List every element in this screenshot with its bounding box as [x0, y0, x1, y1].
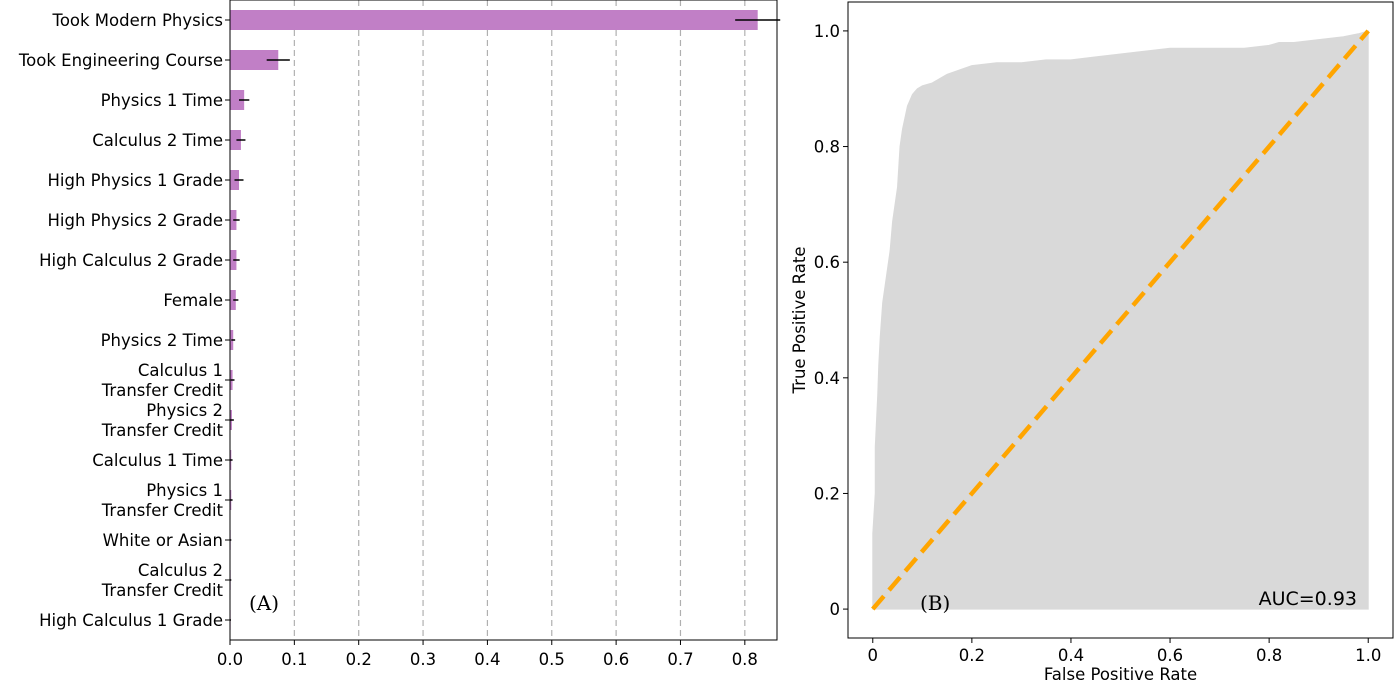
b-x-tick-label: 0.6 [1157, 646, 1183, 665]
b-y-tick-label: 1.0 [814, 22, 840, 41]
b-axes-frame [847, 1, 1394, 639]
a-x-tick-label: 0.0 [217, 650, 243, 669]
feature-importance-panel: Took Modern Physics Took Engineering Cour… [18, 0, 781, 669]
a-bars [230, 10, 758, 630]
chance-diagonal [871, 29, 1370, 611]
b-x-tick-label: 0.2 [959, 646, 985, 665]
a-x-tick-label: 0.6 [603, 650, 629, 669]
a-gridlines [293, 0, 746, 640]
a-category-label: High Physics 2 Grade [48, 211, 223, 230]
a-category-label: Physics 1 Time [101, 91, 223, 110]
a-category-label: High Calculus 1 Grade [39, 611, 223, 630]
a-category-label: Physics 2 Time [101, 331, 223, 350]
a-x-tick-label: 0.1 [281, 650, 307, 669]
auc-annotation: AUC=0.93 [1259, 588, 1357, 610]
b-x-tick-label: 0 [868, 646, 879, 665]
b-x-tick-label: 0.4 [1058, 646, 1084, 665]
b-x-ticks: 0 0.2 0.4 0.6 0.8 1.0 [868, 638, 1381, 665]
b-y-tick-label: 0 [830, 600, 841, 619]
b-x-tick-label: 0.8 [1256, 646, 1282, 665]
a-category-labels: Took Modern Physics Took Engineering Cour… [18, 11, 230, 630]
a-category-label: High Calculus 2 Grade [39, 251, 223, 270]
a-x-tick-label: 0.3 [410, 650, 436, 669]
panel-b-label: (B) [920, 591, 950, 615]
panel-a-label: (A) [249, 591, 279, 615]
a-category-label: Took Modern Physics [52, 11, 223, 30]
a-x-tick-label: 0.8 [732, 650, 758, 669]
a-category-label: White or Asian [103, 531, 223, 550]
a-category-label: Female [163, 291, 223, 310]
a-category-label: Calculus 2 Transfer Credit [101, 561, 224, 600]
a-category-label: Took Engineering Course [18, 51, 223, 70]
a-category-label: Physics 1 Transfer Credit [101, 481, 224, 520]
b-y-tick-label: 0.8 [814, 138, 840, 157]
a-category-label: Calculus 2 Time [92, 131, 223, 150]
b-y-tick-label: 0.6 [814, 253, 840, 272]
b-y-ticks: 0 0.2 0.4 0.6 0.8 1.0 [814, 22, 848, 619]
a-x-ticks: 0.0 0.1 0.2 0.3 0.4 0.5 0.6 0.7 0.8 [217, 640, 758, 669]
a-error-bars [230, 19, 781, 621]
a-category-label: Calculus 1 Transfer Credit [101, 361, 224, 400]
roc-panel: 0 0.2 0.4 0.6 0.8 1.0 0 0.2 0.4 0.6 0.8 1.0 (B) AU… [790, 1, 1394, 682]
x-axis-title: False Positive Rate [1044, 665, 1197, 682]
a-bar [230, 50, 279, 70]
a-bar [230, 290, 236, 310]
a-axes-frame [229, 0, 778, 641]
a-x-tick-label: 0.4 [474, 650, 500, 669]
a-category-label: Calculus 1 Time [92, 451, 223, 470]
a-x-tick-label: 0.7 [667, 650, 693, 669]
a-category-label: Physics 2 Transfer Credit [101, 401, 224, 440]
b-x-tick-label: 1.0 [1355, 646, 1381, 665]
a-bar [230, 130, 241, 150]
a-bar [230, 90, 245, 110]
a-category-label: High Physics 1 Grade [48, 171, 223, 190]
b-y-tick-label: 0.2 [814, 484, 840, 503]
b-y-tick-label: 0.4 [814, 369, 840, 388]
a-x-tick-label: 0.2 [346, 650, 372, 669]
y-axis-title: True Positive Rate [790, 247, 809, 395]
a-bar [230, 10, 758, 30]
a-x-tick-label: 0.5 [539, 650, 565, 669]
